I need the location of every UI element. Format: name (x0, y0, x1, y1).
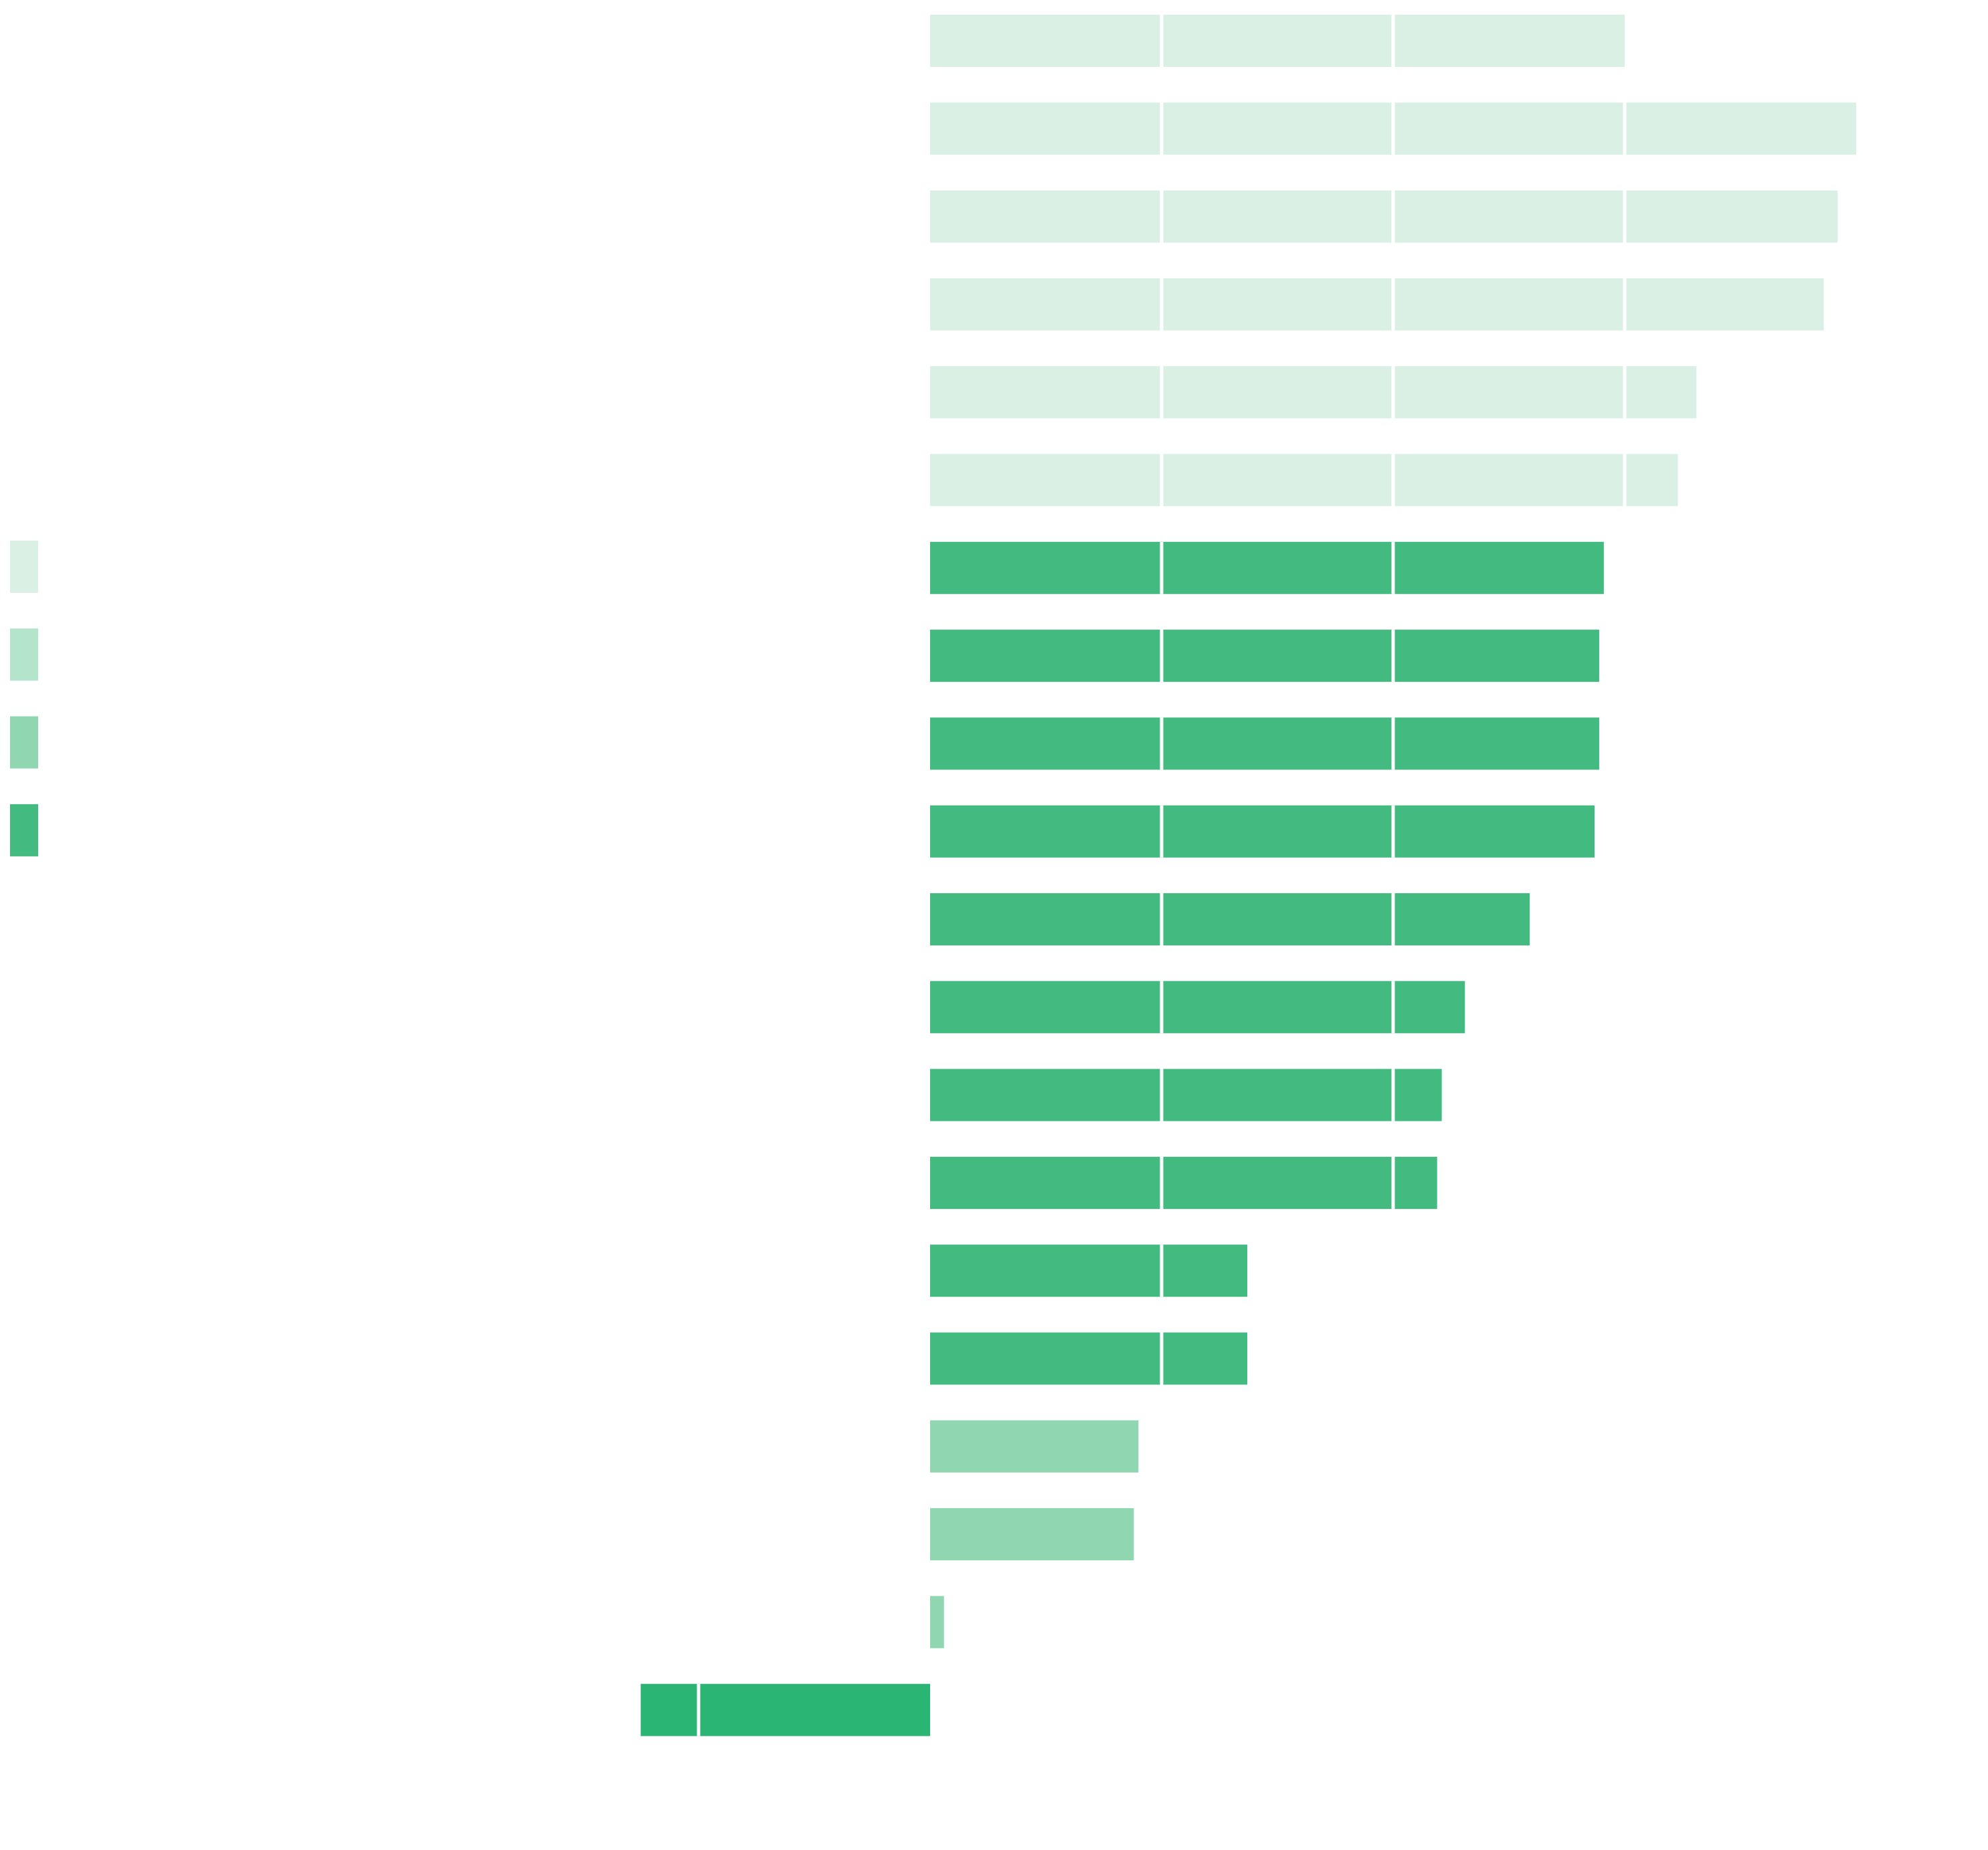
bar-1 (930, 15, 1625, 67)
bar-16 (930, 1332, 1248, 1385)
bar-5-unit-divider (1623, 366, 1627, 419)
bar-17 (930, 1420, 1139, 1473)
bar-7 (930, 541, 1604, 594)
bar-20 (640, 1683, 930, 1736)
bar-11-unit-divider (1160, 893, 1164, 945)
bar-3-unit-divider (1160, 190, 1164, 243)
bar-11 (930, 893, 1530, 945)
bar-1-unit-divider (1160, 15, 1164, 67)
bar-9-unit-divider (1160, 717, 1164, 770)
bar-3 (930, 190, 1838, 243)
bars (640, 15, 1856, 1736)
bar-14-unit-divider (1391, 1156, 1395, 1209)
bar-6-unit-divider (1160, 454, 1164, 506)
bar-2-unit-divider (1623, 102, 1627, 155)
bar-12-unit-divider (1391, 981, 1395, 1034)
bar-15-unit-divider (1160, 1244, 1164, 1297)
bar-13 (930, 1069, 1442, 1121)
bar-5-unit-divider (1160, 366, 1164, 419)
bar-2-unit-divider (1160, 102, 1164, 155)
bar-12 (930, 981, 1465, 1034)
bar-13-unit-divider (1391, 1069, 1395, 1121)
bar-14-unit-divider (1160, 1156, 1164, 1209)
legend (10, 541, 38, 856)
bar-18 (930, 1508, 1134, 1561)
bar-13-unit-divider (1160, 1069, 1164, 1121)
bar-5-unit-divider (1391, 366, 1395, 419)
legend-swatch-3 (10, 716, 38, 769)
bar-10-unit-divider (1391, 805, 1395, 858)
bar-8-unit-divider (1160, 630, 1164, 682)
bar-19 (930, 1596, 944, 1649)
bar-8 (930, 630, 1599, 682)
bar-16-unit-divider (1160, 1332, 1164, 1385)
bar-3-unit-divider (1391, 190, 1395, 243)
bar-3-unit-divider (1623, 190, 1627, 243)
bar-6-unit-divider (1623, 454, 1627, 506)
legend-swatch-4 (10, 804, 38, 856)
bar-10-unit-divider (1160, 805, 1164, 858)
bar-4-unit-divider (1160, 278, 1164, 331)
unit-dividers (697, 15, 1627, 1736)
bar-8-unit-divider (1391, 630, 1395, 682)
bar-6 (930, 454, 1678, 506)
bar-6-unit-divider (1391, 454, 1395, 506)
bar-9 (930, 717, 1599, 770)
bar-4-unit-divider (1391, 278, 1395, 331)
bar-15 (930, 1244, 1248, 1297)
bar-5 (930, 366, 1697, 419)
legend-swatch-1 (10, 541, 38, 593)
bar-14 (930, 1156, 1437, 1209)
bar-10 (930, 805, 1595, 858)
legend-swatch-2 (10, 628, 38, 681)
bar-4 (930, 278, 1824, 331)
bar-1-unit-divider (1391, 15, 1395, 67)
bar-4-unit-divider (1623, 278, 1627, 331)
bar-7-unit-divider (1391, 541, 1395, 594)
bar-7-unit-divider (1160, 541, 1164, 594)
bar-12-unit-divider (1160, 981, 1164, 1034)
bar-20-unit-divider (697, 1683, 701, 1736)
bar-11-unit-divider (1391, 893, 1395, 945)
bar-9-unit-divider (1391, 717, 1395, 770)
bar-2-unit-divider (1391, 102, 1395, 155)
